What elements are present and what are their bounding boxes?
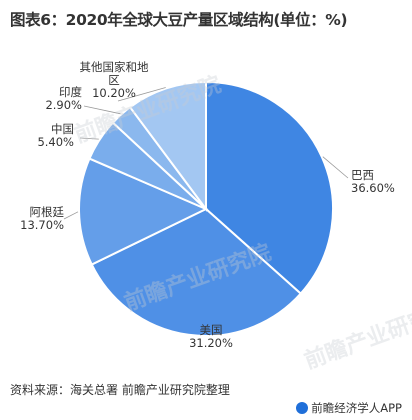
label-china-name: 中国 [51,122,74,136]
label-brazil-name: 巴西 [351,168,374,182]
pie-slice [90,207,303,337]
pie-slice [128,80,207,213]
label-usa-name: 美国 [199,323,223,337]
pie-slice [78,157,209,266]
label-usa: 美国 31.20% [181,324,241,350]
leader-line [63,211,79,220]
leader-line [322,156,349,179]
brand-credit: 前瞻经济学人APP [296,400,402,416]
label-china-value: 5.40% [37,135,74,149]
label-argentina-name: 阿根廷 [29,205,65,219]
label-india: 印度 2.90% [36,86,82,112]
label-other-name-line1: 其他国家和地 [79,60,149,74]
label-brazil-value: 36.60% [351,181,395,195]
brand-logo-icon [296,402,309,414]
brand-name: 前瞻经济学人APP [311,401,402,415]
label-india-value: 2.90% [45,98,82,112]
label-argentina: 阿根廷 13.70% [8,206,64,232]
chart-title: 图表6：2020年全球大豆产量区域结构(单位：%) [10,11,348,29]
label-india-name: 印度 [59,85,82,99]
label-other-value: 10.20% [92,86,136,100]
source-note: 资料来源：海关总署 前瞻产业研究院整理 [10,383,230,397]
leader-line [79,137,99,140]
label-usa-value: 31.20% [189,336,233,350]
pie-slice [205,80,334,295]
label-argentina-value: 13.70% [20,218,64,232]
label-other: 其他国家和地 区 10.20% [71,61,157,100]
label-china: 中国 5.40% [20,123,74,149]
leader-line [83,105,121,115]
label-other-name-line2: 区 [108,73,120,87]
leader-line [117,87,166,102]
label-brazil: 巴西 36.60% [351,169,395,195]
